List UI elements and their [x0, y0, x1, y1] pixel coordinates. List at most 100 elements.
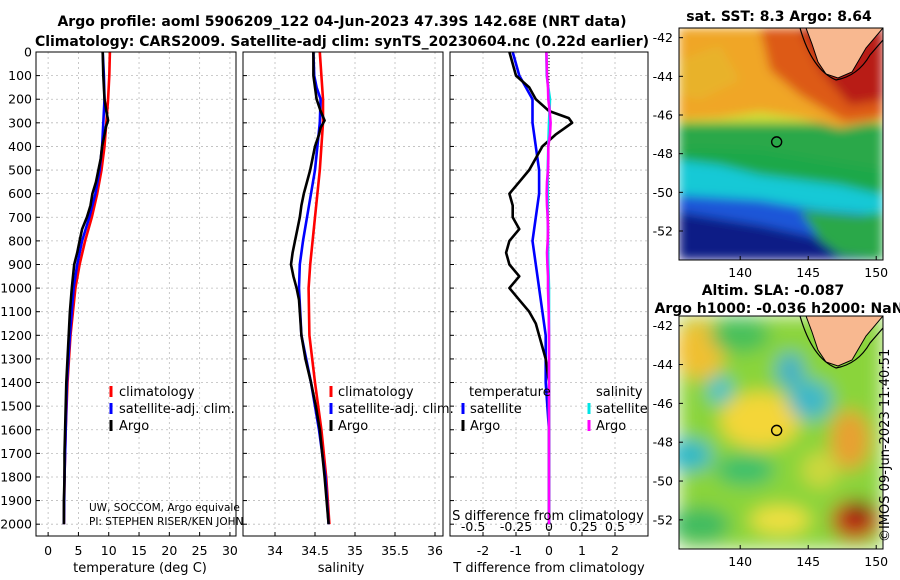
s-tick-label: 0.5 [605, 519, 625, 534]
sla-map [679, 316, 883, 549]
sst-map [679, 28, 883, 260]
map-y-tick-label: -42 [653, 318, 673, 333]
plot-area [36, 52, 236, 536]
x-tick-label: -1 [510, 543, 522, 558]
map-y-tick-label: -42 [653, 30, 673, 45]
legend-temperature-title: temperature [469, 385, 551, 400]
map-y-tick-label: -50 [653, 185, 673, 200]
x-tick-label: 2 [611, 543, 619, 558]
legend-s-argo: Argo [596, 419, 626, 434]
y-tick-label: 1000 [0, 281, 32, 296]
y-tick-label: 400 [8, 139, 32, 154]
series-t-satellite [511, 51, 551, 525]
series-climatology [307, 51, 331, 525]
salinity-xlabel: salinity [318, 561, 365, 576]
y-tick-label: 1600 [0, 422, 32, 437]
plot-area [243, 52, 443, 536]
sla-map-frame [678, 315, 884, 550]
salinity-legend: climatology satellite-adj. clim. Argo [329, 385, 454, 434]
x-tick-label: 35.5 [381, 543, 409, 558]
series-argo [62, 51, 110, 525]
s-tick-label: -0.5 [461, 519, 485, 534]
sst-map-frame [678, 27, 884, 261]
x-tick-label: 10 [101, 543, 117, 558]
sst-map-axes: 140 145 150 -42 -44 -46 -48 -50 -52 [653, 30, 889, 280]
temperature-panel: 0100200300400500600700800900100011001200… [0, 45, 238, 559]
figure-title-line1: Argo profile: aoml 5906209_122 04-Jun-20… [57, 14, 626, 30]
x-tick-label: 20 [161, 543, 177, 558]
x-tick-label: 34 [267, 543, 283, 558]
series-s-argo [545, 51, 552, 525]
legend-satellite: satellite-adj. clim. [119, 402, 235, 417]
watermark: ©IMOS 09-Jun-2023 11:40:51 [878, 349, 893, 542]
x-tick-label: 0 [545, 543, 553, 558]
figure-title-line2: Climatology: CARS2009. Satellite-adj cli… [35, 34, 649, 50]
map-y-tick-label: -52 [653, 224, 673, 239]
x-tick-label: -2 [477, 543, 489, 558]
y-tick-label: 2000 [0, 517, 32, 532]
x-tick-label: 1 [578, 543, 586, 558]
diff-xlabel: T difference from climatology [452, 561, 645, 576]
legend-satellite: satellite-adj. clim. [338, 402, 454, 417]
map-y-tick-label: -46 [653, 108, 673, 123]
map-x-tick-label: 145 [796, 265, 820, 280]
legend-salinity-title: salinity [596, 385, 643, 400]
x-tick-label: 34.5 [301, 543, 329, 558]
difference-legend: temperature salinity satellite Argo sate… [461, 385, 648, 434]
y-tick-label: 1400 [0, 375, 32, 390]
map-y-tick-label: -44 [653, 357, 673, 372]
map-x-tick-label: 140 [728, 265, 752, 280]
map-x-tick-label: 150 [864, 554, 888, 569]
map-y-tick-label: -52 [653, 512, 673, 527]
series-argo [289, 52, 330, 525]
y-tick-label: 500 [8, 163, 32, 178]
y-tick-label: 300 [8, 115, 32, 130]
legend-s-satellite: satellite [596, 402, 648, 417]
map-x-tick-label: 145 [796, 554, 820, 569]
legend-climatology: climatology [338, 385, 414, 400]
y-tick-label: 1900 [0, 493, 32, 508]
series-t-argo [504, 51, 574, 525]
credit-line1: UW, SOCCOM, Argo equivale [89, 502, 240, 514]
temperature-xlabel: temperature (deg C) [73, 561, 207, 576]
argo-position-marker [770, 136, 783, 148]
axes-frame [242, 51, 444, 537]
s-tick-label: -0.25 [500, 519, 532, 534]
legend-t-satellite: satellite [470, 402, 522, 417]
axes-frame [449, 51, 649, 537]
argo-position-marker [770, 424, 783, 437]
y-tick-label: 1200 [0, 328, 32, 343]
y-tick-label: 600 [8, 186, 32, 201]
x-tick-label: 35 [347, 543, 363, 558]
s-tick-label: 0.25 [570, 519, 598, 534]
diff-xlabel-top: S difference from climatology [452, 509, 644, 524]
x-tick-label: 36 [427, 543, 443, 558]
x-tick-label: 30 [222, 543, 238, 558]
map-y-tick-label: -44 [653, 69, 673, 84]
credit-line2: PI: STEPHEN RISER/KEN JOHN [89, 516, 243, 528]
y-tick-label: 1100 [0, 304, 32, 319]
x-tick-label: 15 [131, 543, 147, 558]
y-tick-label: 800 [8, 233, 32, 248]
y-tick-label: 1700 [0, 446, 32, 461]
x-tick-label: 5 [74, 543, 82, 558]
legend-climatology: climatology [119, 385, 195, 400]
sst-map-title: sat. SST: 8.3 Argo: 8.64 [686, 9, 872, 25]
map-y-tick-label: -48 [653, 146, 673, 161]
y-tick-label: 1800 [0, 469, 32, 484]
temperature-legend: climatology satellite-adj. clim. Argo [109, 385, 235, 434]
salinity-panel: 34 34.5 35 35.5 36 [242, 51, 444, 558]
legend-t-argo: Argo [470, 419, 500, 434]
map-x-tick-label: 150 [864, 265, 888, 280]
map-y-tick-label: -48 [653, 435, 673, 450]
y-tick-label: 700 [8, 210, 32, 225]
y-tick-label: 100 [8, 68, 32, 83]
sla-map-title-line1: Altim. SLA: -0.087 [702, 283, 845, 299]
y-tick-label: 1300 [0, 351, 32, 366]
sla-map-title-line2: Argo h1000: -0.036 h2000: NaN [655, 301, 900, 317]
sla-map-axes: 140 145 150 -42 -44 -46 -48 -50 -52 [653, 318, 889, 569]
x-tick-label: 25 [192, 543, 208, 558]
y-tick-label: 1500 [0, 399, 32, 414]
map-y-tick-label: -46 [653, 396, 673, 411]
x-tick-label: 0 [44, 543, 52, 558]
